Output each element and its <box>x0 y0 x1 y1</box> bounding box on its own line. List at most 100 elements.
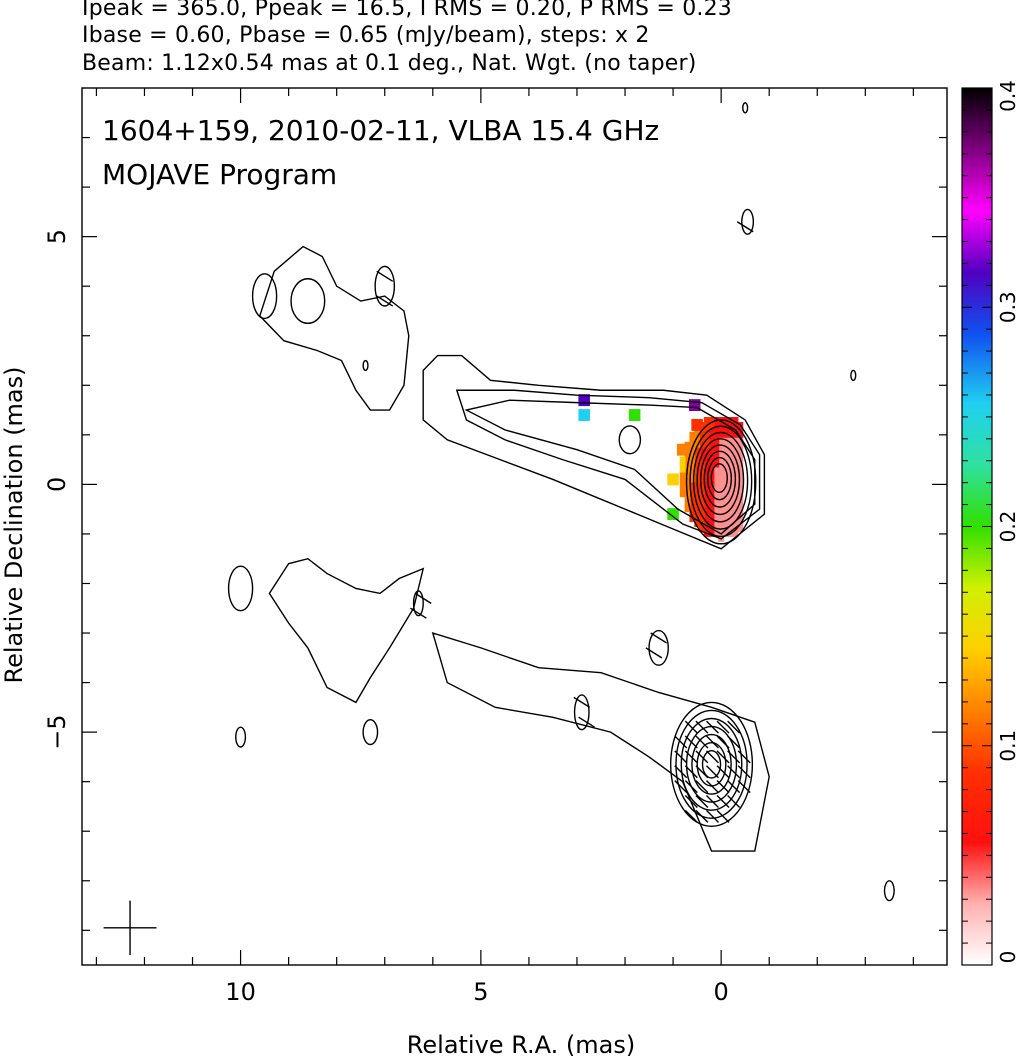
pol-pixel <box>689 471 696 478</box>
polarization-patches <box>578 394 744 542</box>
pol-pixel <box>727 451 734 458</box>
pol-pixel <box>713 426 720 433</box>
pol-vector <box>737 765 751 779</box>
pol-pixel <box>718 456 725 463</box>
pol-pixel <box>703 431 710 438</box>
pol-pixel <box>718 426 725 433</box>
pol-pixel <box>679 491 686 498</box>
polarization-vectors <box>103 221 754 956</box>
pol-pixel <box>703 471 710 478</box>
pol-pixel <box>737 501 744 508</box>
axes: 10 5 0 5 0 −5 <box>43 88 947 1006</box>
pol-pixel <box>699 516 705 523</box>
pol-pixel <box>723 491 729 498</box>
pol-pixel <box>723 496 729 503</box>
pol-pixel <box>684 486 691 493</box>
pol-pixel <box>718 471 725 478</box>
pol-patch <box>628 409 641 421</box>
pol-vector <box>695 809 709 823</box>
pol-pixel <box>723 476 729 483</box>
pol-pixel <box>679 486 686 493</box>
contour-lower-core <box>680 717 743 811</box>
pol-pixel <box>679 456 686 463</box>
pol-pixel <box>699 471 705 478</box>
contour-blob <box>573 694 590 731</box>
x-tick-label: 5 <box>473 978 488 1006</box>
pol-pixel <box>703 521 710 527</box>
pol-vector <box>684 750 698 764</box>
header-line-base: Ibase = 0.60, Pbase = 0.65 (mJy/beam), s… <box>82 23 650 48</box>
pol-pixel <box>689 511 696 518</box>
pol-pixel <box>732 526 739 532</box>
pol-pixel <box>727 526 734 532</box>
pol-pixel <box>713 451 720 458</box>
pol-pixel <box>699 506 705 513</box>
pol-pixel <box>727 516 734 523</box>
contour-upper-core <box>710 463 728 494</box>
contour-lower-core <box>701 750 722 779</box>
pol-pixel <box>689 476 696 483</box>
pol-pixel <box>713 506 720 513</box>
pol-pixel <box>689 481 696 488</box>
pol-vector <box>716 720 730 734</box>
pol-pixel <box>732 491 739 498</box>
pol-pixel <box>708 421 715 428</box>
pol-pixel <box>703 416 710 423</box>
pol-pixel <box>723 511 729 518</box>
pol-patch <box>667 508 679 521</box>
pol-pixel <box>727 486 734 493</box>
pol-vector <box>695 735 709 749</box>
contour-upper-core <box>689 425 753 538</box>
pol-pixel <box>732 416 739 423</box>
pol-pixel <box>689 516 696 523</box>
pol-pixel <box>703 506 710 513</box>
pol-pixel <box>723 530 729 537</box>
pol-vector <box>684 735 698 749</box>
pol-pixel <box>713 481 720 488</box>
pol-pixel <box>684 506 691 513</box>
pol-vector <box>727 720 741 734</box>
contour-blob <box>412 590 424 617</box>
pol-pixel <box>703 526 710 532</box>
pol-pixel <box>737 441 744 448</box>
pol-pixel <box>708 506 715 513</box>
contour-lower-core <box>669 701 754 827</box>
contour-upper-jet <box>464 399 756 535</box>
pol-vector <box>674 780 688 794</box>
pol-vector <box>705 735 719 749</box>
pol-pixel <box>723 486 729 493</box>
pol-pixel <box>694 461 700 468</box>
pol-pixel <box>713 530 720 537</box>
pol-pixel <box>713 446 720 453</box>
pol-pixel <box>723 521 729 527</box>
pol-pixel <box>737 446 744 453</box>
chart-subtitle: MOJAVE Program <box>102 158 337 191</box>
contour-upper-jet <box>455 389 761 540</box>
colorbar-tick-label: 0.3 <box>996 291 1020 323</box>
chart-title: 1604+159, 2010-02-11, VLBA 15.4 GHz <box>102 114 659 147</box>
pol-pixel <box>723 516 729 523</box>
pol-pixel <box>727 521 734 527</box>
intensity-contours <box>227 102 895 902</box>
pol-pixel <box>694 511 700 518</box>
pol-vector <box>674 735 688 749</box>
pol-pixel <box>699 476 705 483</box>
pol-pixel <box>732 506 739 513</box>
contour-upper-jet-outer <box>259 245 410 411</box>
pol-pixel <box>708 416 715 423</box>
pol-pixel <box>737 506 744 513</box>
pol-pixel <box>732 511 739 518</box>
pol-pixel <box>699 436 705 443</box>
pol-pixel <box>684 456 691 463</box>
pol-pixel <box>718 476 725 483</box>
plot-frame <box>81 87 948 966</box>
pol-vector <box>684 794 698 808</box>
pol-pixel <box>732 530 739 537</box>
pol-pixel <box>694 521 700 527</box>
pol-pixel <box>684 501 691 508</box>
x-axis-label: Relative R.A. (mas) <box>407 1031 635 1059</box>
contour-upper-jet <box>422 354 766 550</box>
pol-pixel <box>703 476 710 483</box>
pol-pixel <box>723 446 729 453</box>
pol-pixel <box>732 431 739 438</box>
